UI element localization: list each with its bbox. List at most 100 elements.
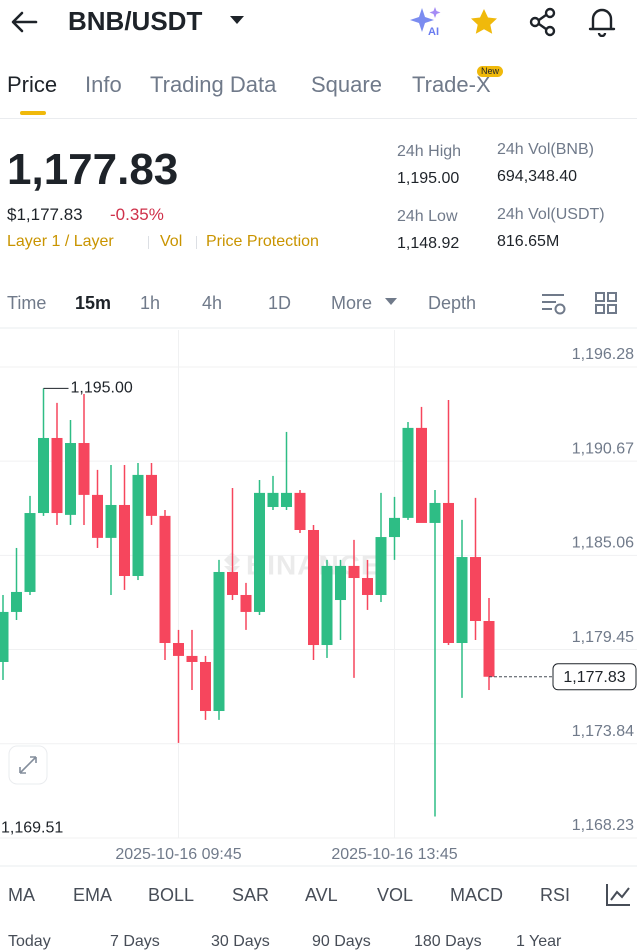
indicator[interactable]: AVL <box>305 885 338 905</box>
period[interactable]: 180 Days <box>414 933 482 950</box>
candle-body <box>65 443 76 515</box>
y-tick-label: 1,179.45 <box>572 629 634 646</box>
candle-body <box>200 661 211 712</box>
candle-body <box>105 504 117 538</box>
interval[interactable]: 1h <box>140 293 161 313</box>
tab[interactable]: Price <box>7 72 58 97</box>
interval[interactable]: More <box>331 293 373 313</box>
tag-separator <box>148 236 149 249</box>
svg-text:AI: AI <box>428 26 439 38</box>
y-tick-label: 1,168.23 <box>572 817 634 834</box>
candle-body <box>483 621 495 677</box>
tab[interactable]: Square <box>311 72 382 97</box>
candle-body <box>38 437 49 514</box>
x-tick-label: 2025-10-16 09:45 <box>115 846 241 863</box>
back-button[interactable] <box>8 8 40 36</box>
indicator[interactable]: MACD <box>450 885 503 905</box>
indicator[interactable]: BOLL <box>148 885 195 905</box>
period[interactable]: 7 Days <box>110 933 160 950</box>
interval[interactable]: 15m <box>75 293 112 313</box>
tab[interactable]: Trade-X <box>412 72 491 97</box>
stat-value: 1,195.00 <box>397 170 460 187</box>
candle-body <box>308 529 319 646</box>
tag[interactable]: Vol <box>160 233 183 250</box>
interval[interactable]: 4h <box>202 293 223 313</box>
indicator[interactable]: SAR <box>232 885 270 905</box>
period[interactable]: Today <box>8 933 51 950</box>
interval[interactable]: Time <box>7 293 47 313</box>
candle-body <box>456 557 468 644</box>
candle-body <box>470 557 481 622</box>
last-price: 1,177.83 <box>7 145 179 194</box>
last-price-label: 1,177.83 <box>563 669 625 686</box>
usd-price: $1,177.83 <box>7 205 83 224</box>
candle-body <box>11 591 22 612</box>
candle-body <box>389 517 400 538</box>
candle-body <box>92 494 103 538</box>
candle-body <box>335 565 346 601</box>
pair-title[interactable]: BNB/USDT <box>68 6 203 36</box>
tag[interactable]: Layer 1 / Layer <box>7 233 114 250</box>
tag[interactable]: Price Protection <box>206 233 319 250</box>
last-price-box <box>552 663 637 691</box>
candle-body <box>24 513 36 592</box>
indicator[interactable]: EMA <box>73 885 113 905</box>
candle-body <box>348 565 360 579</box>
expand-button[interactable] <box>8 745 48 785</box>
new-badge: New <box>477 66 504 77</box>
candle-body <box>0 611 9 662</box>
divider <box>0 118 637 119</box>
indicator[interactable]: MA <box>8 885 35 905</box>
y-tick-label: 1,185.06 <box>572 535 634 552</box>
period[interactable]: 90 Days <box>312 933 371 950</box>
more-dropdown[interactable] <box>384 297 398 307</box>
stat-value: 694,348.40 <box>497 168 578 185</box>
interval[interactable]: Depth <box>428 293 477 313</box>
tab-indicator <box>20 111 46 115</box>
price-change: -0.35% <box>110 205 164 224</box>
candle-body <box>443 502 454 644</box>
indicator[interactable]: RSI <box>540 885 571 905</box>
stat-value: 1,148.92 <box>397 235 460 252</box>
y-tick-label: 1,190.67 <box>572 440 634 457</box>
indicator[interactable]: VOL <box>377 885 414 905</box>
candle-body <box>51 437 63 514</box>
ai-button[interactable]: AI <box>408 4 444 40</box>
candle-body <box>294 492 306 530</box>
tab[interactable]: Trading Data <box>150 72 277 97</box>
candle-body <box>186 655 198 662</box>
layout-toggle[interactable] <box>594 291 618 315</box>
y-tick-label: 1,173.84 <box>572 723 634 740</box>
candle-body <box>159 515 171 644</box>
share-button[interactable] <box>528 7 558 37</box>
candle-body <box>402 427 414 518</box>
candle-body <box>78 443 90 495</box>
candle-body <box>119 504 130 577</box>
candle-body <box>146 474 157 516</box>
indicator-settings[interactable] <box>604 882 632 908</box>
candle-body <box>173 643 184 656</box>
candle-body <box>213 571 225 712</box>
tab[interactable]: Info <box>85 72 122 97</box>
candle-body <box>429 502 441 523</box>
interval[interactable]: 1D <box>268 293 292 313</box>
candle-body <box>132 474 144 577</box>
tag-separator <box>196 236 197 249</box>
notification-button[interactable] <box>587 5 617 37</box>
candle-body <box>240 594 252 612</box>
period[interactable]: 30 Days <box>211 933 270 950</box>
pair-dropdown[interactable] <box>229 14 245 26</box>
candle-body <box>321 565 333 646</box>
candle-body <box>416 427 427 523</box>
stat-label: 24h Vol(BNB) <box>497 141 594 158</box>
chart-settings[interactable] <box>540 291 568 317</box>
stat-label: 24h Low <box>397 208 458 225</box>
favorite-button[interactable] <box>469 7 499 37</box>
candle-body <box>254 492 265 612</box>
high-marker-label: 1,195.00 <box>71 380 133 397</box>
stat-value: 816.65M <box>497 233 560 250</box>
period[interactable]: 1 Year <box>516 933 562 950</box>
x-tick-label: 2025-10-16 13:45 <box>331 846 457 863</box>
